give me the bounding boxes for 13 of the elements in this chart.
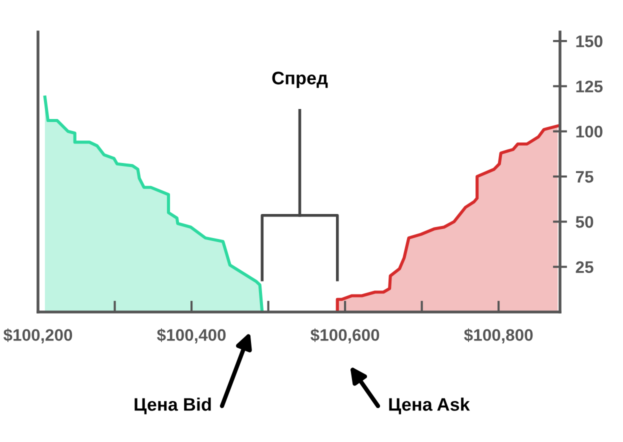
text: Цена Ask — [389, 398, 470, 414]
x-tick-label: $100,400 — [156, 328, 226, 344]
y-tick-label: 25 — [576, 261, 594, 274]
annotation: Спред — [272, 72, 328, 88]
y-tick-label: 100 — [576, 126, 602, 138]
x-tick-label: $100,200 — [3, 328, 72, 344]
x-tick-label: $100,600 — [310, 328, 380, 344]
y-tick-label: 50 — [576, 216, 594, 228]
y-tick-label: 75 — [576, 171, 594, 183]
text: Цена Bid — [134, 398, 211, 414]
y-tick-label: 150 — [576, 35, 602, 48]
y-tick-label: 125 — [576, 80, 603, 92]
x-tick-label: $100,800 — [464, 328, 533, 344]
